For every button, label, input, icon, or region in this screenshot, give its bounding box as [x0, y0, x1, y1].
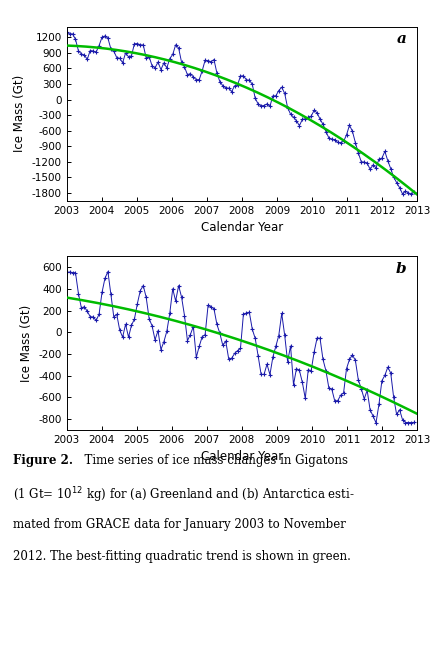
Text: 2012. The best-fitting quadratic trend is shown in green.: 2012. The best-fitting quadratic trend i… — [13, 550, 351, 563]
X-axis label: Calendar Year: Calendar Year — [201, 221, 283, 234]
X-axis label: Calendar Year: Calendar Year — [201, 450, 283, 464]
Y-axis label: Ice Mass (Gt): Ice Mass (Gt) — [20, 304, 33, 382]
Text: Figure 2.: Figure 2. — [13, 454, 73, 466]
Y-axis label: Ice Mass (Gt): Ice Mass (Gt) — [13, 75, 26, 153]
Text: a: a — [397, 32, 407, 46]
Text: b: b — [396, 261, 407, 276]
Text: (1 Gt= 10$^{12}$ kg) for (a) Greenland and (b) Antarctica esti-: (1 Gt= 10$^{12}$ kg) for (a) Greenland a… — [13, 486, 355, 505]
Text: mated from GRACE data for January 2003 to November: mated from GRACE data for January 2003 t… — [13, 518, 346, 531]
Text: Time series of ice mass changes in Gigatons: Time series of ice mass changes in Gigat… — [77, 454, 347, 466]
